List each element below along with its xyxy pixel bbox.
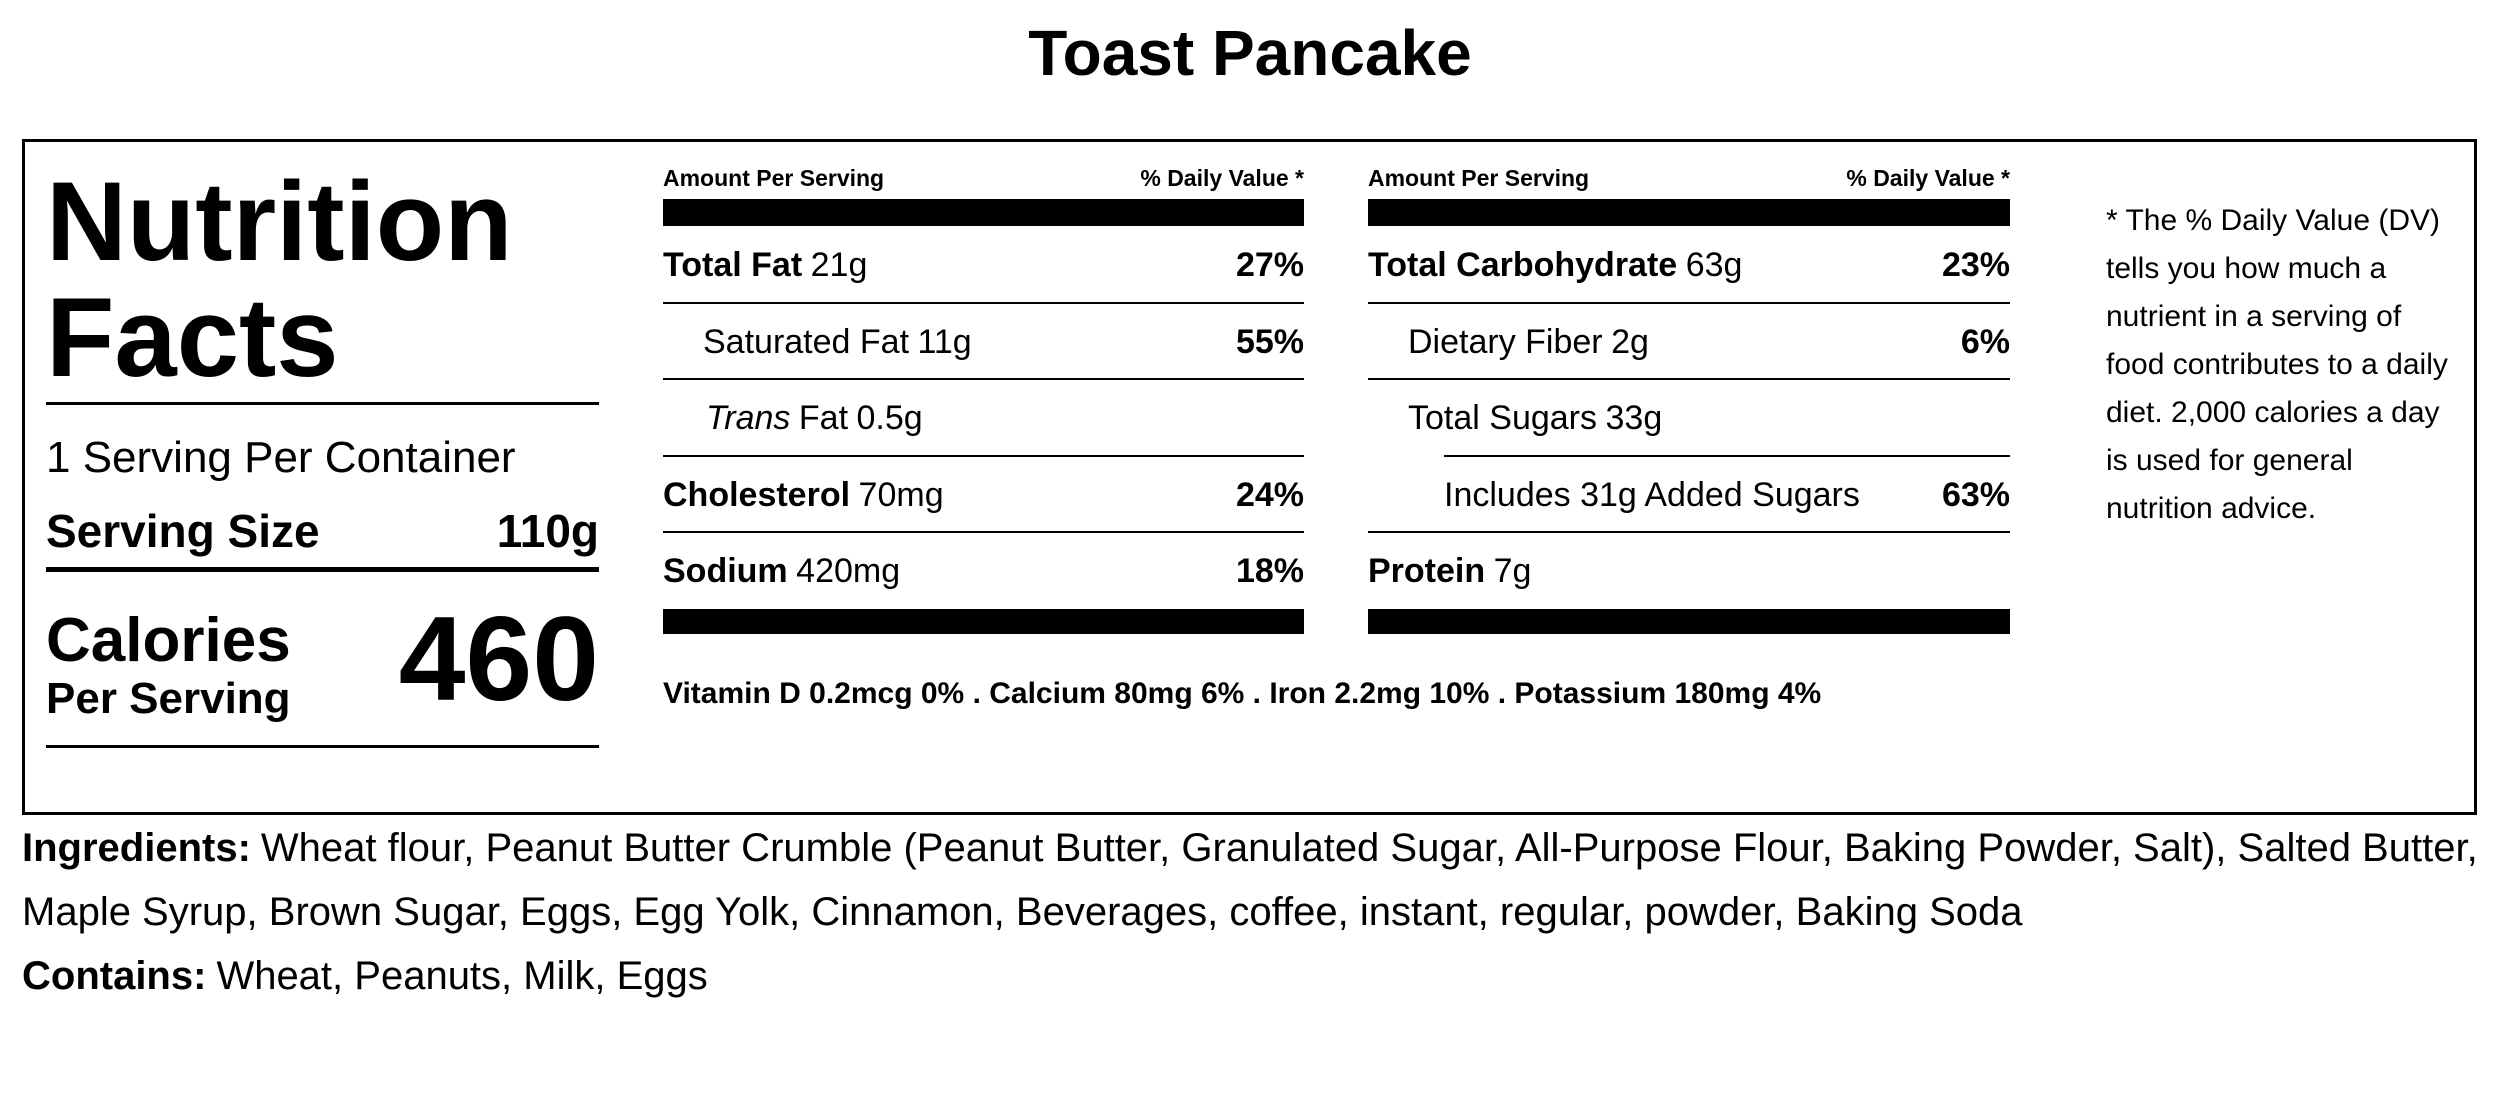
column-header: Amount Per Serving: [1368, 165, 1590, 191]
nutrient-name: Saturated Fat: [703, 323, 910, 361]
serving-size-label: Serving Size: [46, 505, 320, 557]
footnote: * The % Daily Value (DV) tells you how m…: [2106, 204, 2448, 525]
rule: [663, 455, 1304, 457]
nutrient-row: Protein 7g: [1368, 554, 2010, 588]
amount: 70mg: [858, 476, 944, 514]
calories: 460: [398, 592, 599, 726]
rule: [663, 302, 1304, 304]
nutrient-name: Total Sugars: [1408, 399, 1597, 437]
amount: 7g: [1493, 552, 1532, 590]
ingredients: Ingredients: Wheat flour, Peanut Butter C…: [22, 816, 2478, 944]
calories-sublabel: Per Serving: [46, 674, 291, 723]
vitamins: Vitamin D 0.2mcg 0% . Calcium 80mg 6% . …: [663, 677, 1822, 710]
contains-text: Wheat, Peanuts, Milk, Eggs: [216, 954, 708, 998]
amount: 0.5g: [856, 399, 923, 437]
nutrient-row: Dietary Fiber 2g 6%: [1368, 325, 2010, 359]
daily-value: 55%: [1235, 323, 1304, 361]
amount: 33g: [1605, 399, 1663, 437]
amount: 63g: [1685, 246, 1743, 284]
nutrient-name: Cholesterol: [663, 476, 851, 514]
column-header: % Daily Value *: [1140, 165, 1304, 191]
nutrient-name: Protein: [1368, 552, 1486, 590]
servings: 1 Serving Per Container: [46, 433, 516, 482]
ingredients-label: Ingredients:: [22, 826, 251, 870]
amount: 21g: [810, 246, 868, 284]
thick-bar: [663, 609, 1304, 634]
nutrient-row: Total Sugars 33g: [1368, 401, 2010, 435]
ingredients-text: Wheat flour, Peanut Butter Crumble (Pean…: [22, 826, 2478, 934]
nutrient-name: Includes 31g Added Sugars: [1444, 476, 1860, 514]
daily-value: 27%: [1235, 246, 1304, 284]
nutrient-row: Total Fat 21g 27%: [663, 248, 1304, 282]
title: Toast Pancake: [1028, 17, 1472, 89]
daily-value: 63%: [1941, 476, 2010, 514]
rule: [1368, 531, 2010, 533]
amount: 11g: [917, 323, 972, 361]
rule: [663, 378, 1304, 380]
daily-value: 6%: [1960, 323, 2010, 361]
nutrient-name: Total Carbohydrate: [1368, 246, 1678, 284]
nutrient-row: Total Carbohydrate 63g 23%: [1368, 248, 2010, 282]
nutrient-name: Sodium: [663, 552, 788, 590]
thick-bar: [1368, 199, 2010, 226]
rule: [1368, 378, 2010, 380]
nutrient-row: Sodium 420mg 18%: [663, 554, 1304, 588]
rule: [663, 531, 1304, 533]
heading: Facts: [46, 275, 339, 400]
daily-value: 23%: [1941, 246, 2010, 284]
rule: [46, 745, 599, 748]
contains-label: Contains:: [22, 954, 207, 998]
ingredients-block: Ingredients: Wheat flour, Peanut Butter C…: [22, 816, 2478, 1008]
contains: Contains: Wheat, Peanuts, Milk, Eggs: [22, 944, 2478, 1008]
calories-label: Calories: [46, 606, 291, 675]
nutrient-row: Trans Fat 0.5g: [663, 401, 1304, 435]
rule: [46, 402, 599, 405]
column-header: % Daily Value *: [1846, 165, 2010, 191]
column-header: Amount Per Serving: [663, 165, 885, 191]
thick-bar: [1368, 609, 2010, 634]
heading: Nutrition: [46, 159, 513, 284]
nutrient-row: Cholesterol 70mg 24%: [663, 478, 1304, 512]
daily-value: 18%: [1235, 552, 1304, 590]
nutrient-name: Dietary Fiber: [1408, 323, 1603, 361]
label-box: [22, 139, 2477, 815]
nutrient-prefix: Trans: [706, 399, 791, 437]
nutrient-name: Fat: [798, 399, 849, 437]
rule: [1368, 302, 2010, 304]
nutrient-row: Saturated Fat 11g 55%: [663, 325, 1304, 359]
daily-value: 24%: [1235, 476, 1304, 514]
amount: 420mg: [796, 552, 901, 590]
rule: [46, 567, 599, 572]
amount: 2g: [1611, 323, 1649, 361]
rule: [1444, 455, 2010, 457]
nutrient-row: Includes 31g Added Sugars 63%: [1368, 478, 2010, 512]
serving-size: 110g: [496, 505, 599, 557]
nutrient-name: Total Fat: [663, 246, 803, 284]
thick-bar: [663, 199, 1304, 226]
